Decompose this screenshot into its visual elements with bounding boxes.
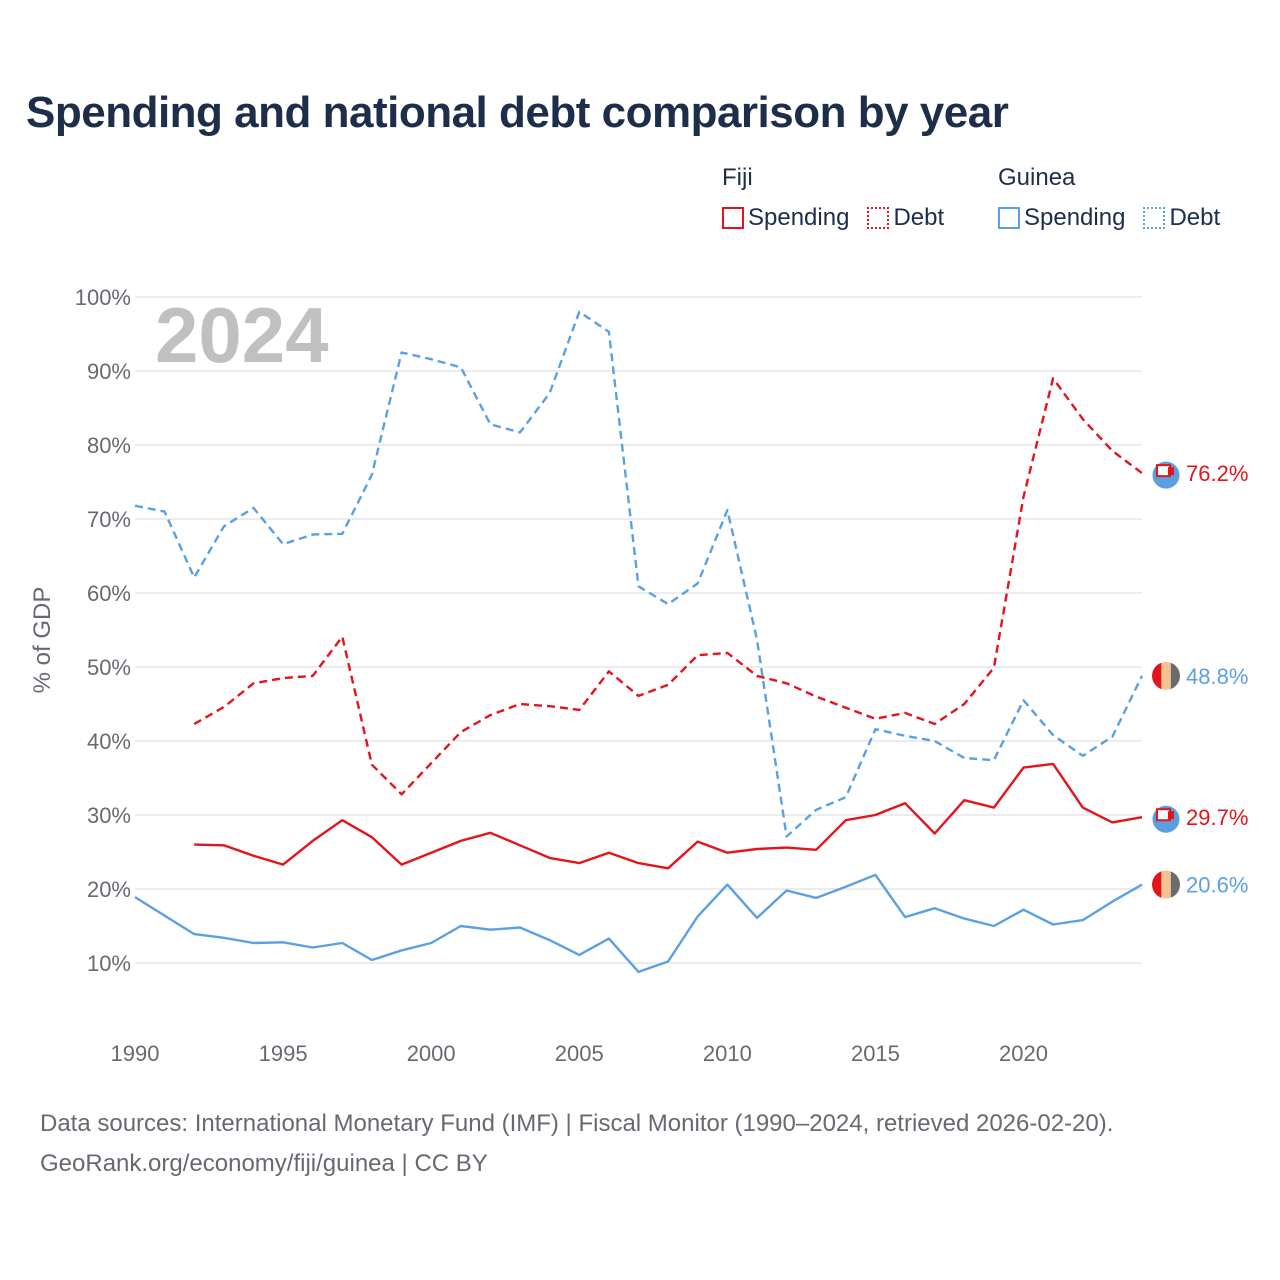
end-value-label: 48.8% — [1186, 664, 1248, 689]
series-line-guinea-debt[interactable] — [134, 310, 1144, 838]
y-tick-label: 10% — [87, 951, 131, 976]
end-markers: 76.2% 29.7% 48.8% 20.6% — [1151, 460, 1248, 899]
legend-group-fiji: Fiji Spending Debt — [722, 160, 962, 240]
end-value-label: 29.7% — [1186, 805, 1248, 830]
x-tick-label: 2020 — [999, 1041, 1048, 1066]
legend-label: Spending — [748, 204, 850, 231]
x-axis-ticks: 1990 1995 2000 2005 2010 2015 2020 — [111, 1041, 1048, 1066]
legend-group-guinea: Guinea Spending Debt — [998, 160, 1238, 240]
y-tick-label: 60% — [87, 581, 131, 606]
series-line-guinea-spending[interactable] — [134, 873, 1143, 974]
end-value-label: 76.2% — [1186, 461, 1248, 486]
y-tick-label: 100% — [75, 285, 131, 310]
legend-item-guinea-debt[interactable]: Debt — [1143, 204, 1220, 232]
legend-item-guinea-spending[interactable]: Spending — [998, 204, 1125, 232]
legend-swatch-solid-icon — [722, 207, 744, 229]
source-line-1: Data sources: International Monetary Fun… — [40, 1110, 1114, 1137]
x-tick-label: 2015 — [851, 1041, 900, 1066]
end-value-label: 20.6% — [1186, 873, 1248, 898]
legend-label: Spending — [1024, 204, 1126, 231]
x-tick-label: 1995 — [259, 1041, 308, 1066]
legend-country-guinea: Guinea — [998, 164, 1076, 191]
y-tick-label: 70% — [87, 507, 131, 532]
series-line-fiji-debt[interactable] — [193, 377, 1143, 796]
source-link[interactable]: GeoRank.org/economy/fiji/guinea | CC BY — [40, 1150, 488, 1177]
end-marker-guinea-debt: 48.8% — [1152, 661, 1248, 690]
series-line-fiji-spending[interactable] — [194, 762, 1143, 870]
legend-swatch-dotted-icon — [1143, 207, 1166, 229]
y-tick-label: 20% — [87, 877, 131, 902]
year-watermark: 2024 — [155, 291, 329, 379]
end-marker-guinea-spending: 20.6% — [1152, 870, 1248, 899]
legend-item-fiji-spending[interactable]: Spending — [722, 204, 849, 232]
page-title: Spending and national debt comparison by… — [26, 88, 1009, 137]
end-marker-fiji-debt: 76.2% — [1151, 460, 1248, 490]
y-tick-label: 80% — [87, 433, 131, 458]
series-lines — [134, 310, 1144, 974]
x-tick-label: 2010 — [703, 1041, 752, 1066]
legend-label: Debt — [893, 204, 945, 231]
y-tick-label: 90% — [87, 359, 131, 384]
fiji-flag-shield-icon — [1168, 467, 1174, 476]
x-tick-label: 1990 — [111, 1041, 160, 1066]
legend-label: Debt — [1169, 204, 1221, 231]
x-tick-label: 2005 — [555, 1041, 604, 1066]
legend-item-fiji-debt[interactable]: Debt — [867, 204, 944, 232]
end-marker-fiji-spending: 29.7% — [1151, 804, 1248, 834]
grid-lines — [135, 296, 1142, 964]
y-tick-label: 50% — [87, 655, 131, 680]
source-note: Data sources: International Monetary Fun… — [40, 1104, 1113, 1184]
legend-swatch-dotted-icon — [867, 207, 890, 229]
guinea-flag-icon — [1152, 870, 1180, 899]
y-axis-label: % of GDP — [29, 587, 56, 694]
x-tick-label: 2000 — [407, 1041, 456, 1066]
legend-swatch-solid-icon — [998, 207, 1020, 229]
y-tick-label: 40% — [87, 729, 131, 754]
legend-country-fiji: Fiji — [722, 164, 753, 191]
fiji-flag-shield-icon — [1168, 811, 1174, 820]
y-axis-ticks: 10% 20% 30% 40% 50% 60% 70% 80% 90% 100% — [75, 285, 131, 976]
y-tick-label: 30% — [87, 803, 131, 828]
guinea-flag-icon — [1152, 661, 1180, 690]
